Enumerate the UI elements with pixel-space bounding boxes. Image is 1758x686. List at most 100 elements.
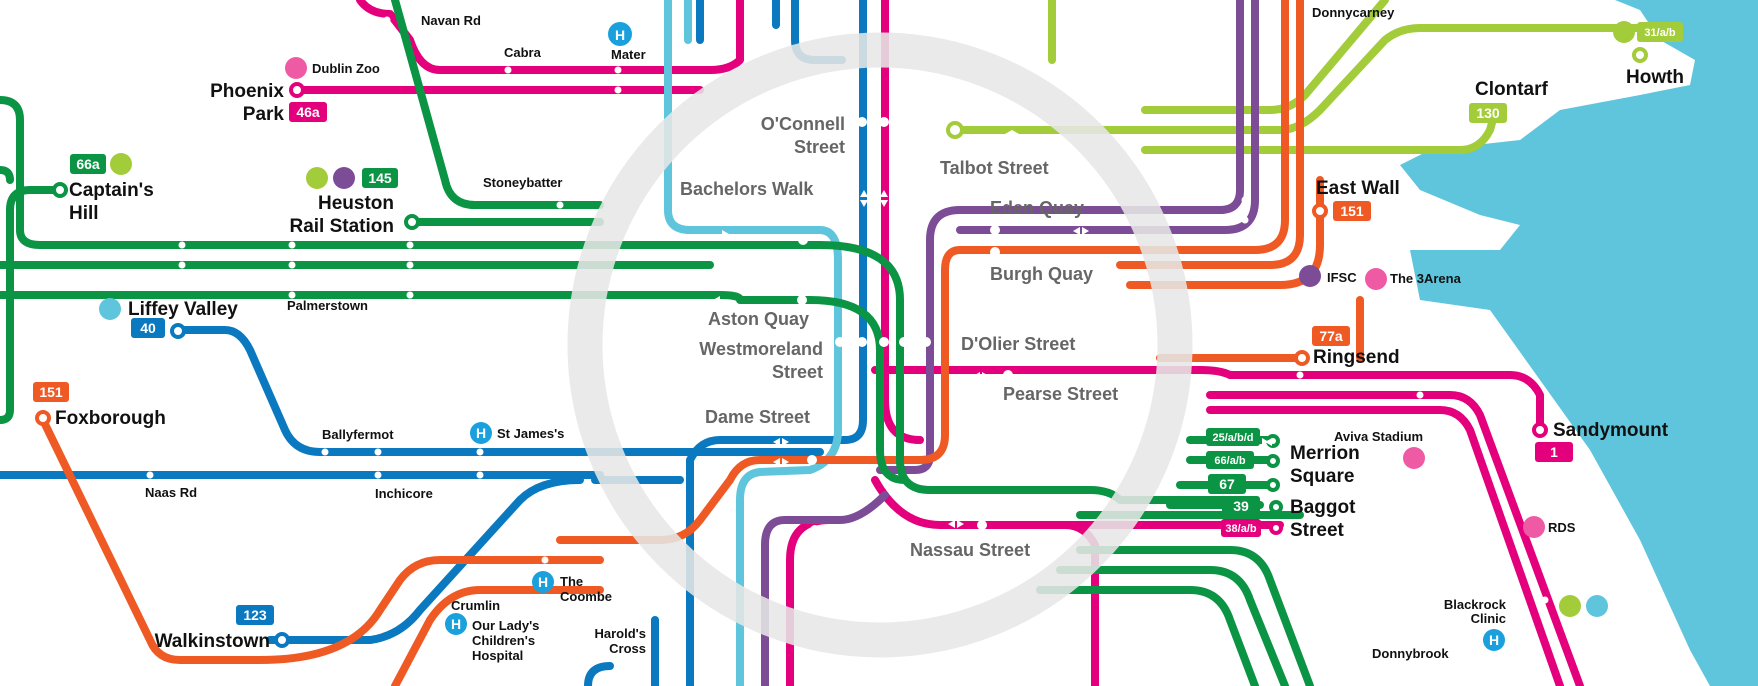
label-oconnell-2: Street: [794, 137, 845, 157]
label-crumlin: Crumlin: [451, 598, 500, 613]
badge-145-label: 145: [368, 170, 392, 186]
shopping-icon: [99, 298, 121, 320]
label-dame-street: Dame Street: [705, 407, 810, 427]
label-westmoreland-1: Westmoreland: [699, 339, 823, 359]
label-heuston: Heuston: [318, 193, 394, 214]
hospital-icon: H: [470, 422, 492, 444]
badge-151-east: [1333, 201, 1371, 221]
badge-67-label: 67: [1219, 476, 1235, 492]
label-dolier-street: D'Olier Street: [961, 334, 1075, 354]
label-rail-station: Rail Station: [289, 216, 394, 237]
svg-text:H: H: [451, 616, 461, 632]
label-bachelors-walk: Bachelors Walk: [680, 179, 814, 199]
label-harolds: Harold's: [595, 626, 647, 641]
place-labels: Navan Rd Cabra Mater Dublin Zoo Phoenix …: [55, 5, 1684, 663]
label-our-ladys-3: Hospital: [472, 648, 523, 663]
label-rds: RDS: [1548, 520, 1576, 535]
badge-1-label: 1: [1550, 444, 1558, 460]
label-howth: Howth: [1626, 67, 1684, 88]
label-aston-quay: Aston Quay: [708, 309, 809, 329]
badge-151-west: [33, 382, 69, 402]
svg-text:H: H: [615, 27, 625, 43]
label-navan-rd: Navan Rd: [421, 13, 481, 28]
badge-39: [1222, 496, 1260, 516]
label-liffey-valley: Liffey Valley: [128, 299, 238, 320]
label-palmerstown: Palmerstown: [287, 298, 368, 313]
label-square: Square: [1290, 466, 1354, 487]
badge-77a-label: 77a: [1319, 328, 1343, 344]
icons: H H H H H: [99, 21, 1635, 651]
label-clinic: Clinic: [1471, 611, 1506, 626]
label-ballyfermot: Ballyfermot: [322, 427, 394, 442]
svg-text:H: H: [538, 574, 548, 590]
badge-25abd: [1206, 428, 1260, 446]
svg-text:H: H: [476, 425, 486, 441]
hospital-icon: H: [445, 613, 467, 635]
purple-routes: [761, 0, 1259, 686]
green-routes: [0, 0, 1314, 686]
badge-66a: [70, 154, 106, 174]
zoo-icon: [285, 57, 307, 79]
badge-151-east-label: 151: [1340, 203, 1364, 219]
label-walkinstown: Walkinstown: [155, 631, 270, 652]
label-stoneybatter: Stoneybatter: [483, 175, 562, 190]
badge-31ab-label: 31/a/b: [1644, 27, 1675, 39]
badge-123: [236, 605, 274, 625]
badge-123-label: 123: [243, 607, 267, 623]
label-inchicore: Inchicore: [375, 486, 433, 501]
badge-38ab-label: 38/a/b: [1225, 523, 1256, 535]
badge-66ab: [1206, 451, 1254, 469]
label-westmoreland-2: Street: [772, 362, 823, 382]
badge-151-west-label: 151: [39, 384, 63, 400]
venue-icon: [1523, 516, 1545, 538]
tram-icon: [1299, 265, 1321, 287]
direction-arrows: [713, 130, 1272, 528]
train-icon: [1559, 595, 1581, 617]
badge-67: [1208, 474, 1246, 494]
badge-66ab-label: 66/a/b: [1214, 455, 1245, 467]
city-centre-ring: [567, 32, 1193, 658]
label-dublin-zoo: Dublin Zoo: [312, 61, 380, 76]
svg-text:H: H: [1489, 632, 1499, 648]
label-phoenix: Phoenix: [210, 81, 284, 102]
label-st-james: St James's: [497, 426, 564, 441]
venue-icon: [1365, 268, 1387, 290]
hospital-icon: H: [532, 571, 554, 593]
train-icon: [1613, 21, 1635, 43]
badge-66a-label: 66a: [76, 156, 100, 172]
label-nassau-street: Nassau Street: [910, 540, 1030, 560]
tram-icon: [333, 167, 355, 189]
badge-31ab: [1637, 22, 1683, 42]
label-ringsend: Ringsend: [1313, 347, 1400, 368]
badge-40: [131, 318, 165, 338]
label-clontarf: Clontarf: [1475, 79, 1549, 100]
label-oconnell-1: O'Connell: [761, 114, 845, 134]
label-talbot-street: Talbot Street: [940, 158, 1049, 178]
label-street: Street: [1290, 520, 1345, 541]
label-our-ladys-2: Children's: [472, 633, 535, 648]
label-park: Park: [243, 104, 285, 125]
label-hill: Hill: [69, 203, 99, 224]
badge-40-label: 40: [140, 320, 156, 336]
badge-25abd-label: 25/a/b/d: [1213, 432, 1254, 444]
label-ifsc: IFSC: [1327, 270, 1357, 285]
label-cross: Cross: [609, 641, 646, 656]
label-donnycarney: Donnycarney: [1312, 5, 1395, 20]
label-our-ladys-1: Our Lady's: [472, 618, 539, 633]
centre-stop-labels: O'Connell Street Bachelors Walk Talbot S…: [680, 114, 1118, 560]
magenta-routes: [293, 0, 1584, 686]
badge-1: [1535, 442, 1573, 462]
badge-38ab: [1221, 519, 1261, 537]
label-cabra: Cabra: [504, 45, 542, 60]
label-mater: Mater: [611, 47, 646, 62]
label-baggot: Baggot: [1290, 497, 1356, 518]
badge-145: [362, 168, 398, 188]
label-donnybrook: Donnybrook: [1372, 646, 1449, 661]
label-foxborough: Foxborough: [55, 408, 166, 429]
hospital-icon: H: [1483, 629, 1505, 651]
label-sandymount: Sandymount: [1553, 420, 1669, 441]
label-aviva: Aviva Stadium: [1334, 429, 1423, 444]
dublin-bay: [1400, 0, 1758, 686]
route-badges: 46a 66a 145 40 151 123 31/a/b 130 151 77…: [33, 22, 1683, 625]
